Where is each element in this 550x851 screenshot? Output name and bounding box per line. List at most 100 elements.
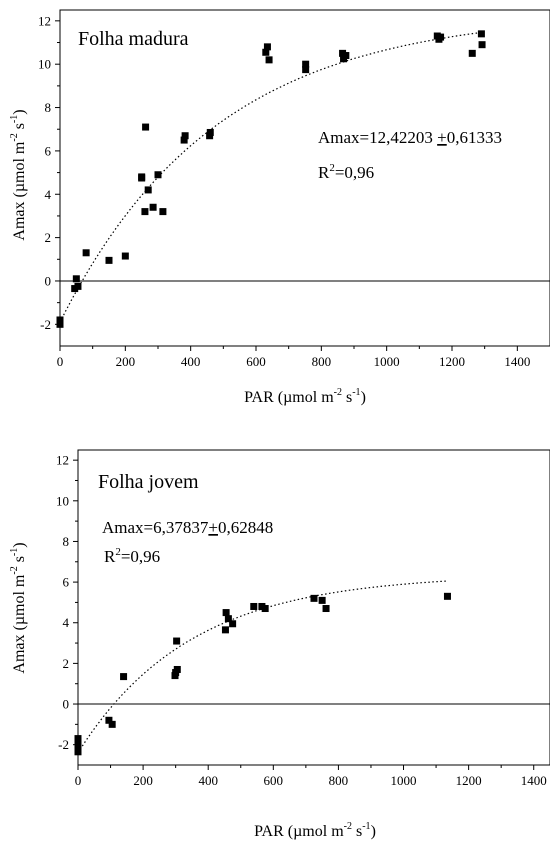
data-point bbox=[74, 748, 82, 756]
data-points bbox=[56, 30, 486, 328]
data-point bbox=[154, 171, 162, 179]
plot-frame bbox=[59, 9, 550, 347]
y-axis-title-base: Amax (µmol m bbox=[11, 574, 28, 674]
r-squared-value: =0,96 bbox=[121, 547, 160, 566]
data-point bbox=[443, 592, 451, 600]
y-axis-title-exp1: -2 bbox=[9, 133, 20, 141]
y-tick-label: 6 bbox=[63, 575, 70, 590]
data-point bbox=[108, 720, 116, 728]
data-point bbox=[105, 716, 113, 724]
y-tick-label: 12 bbox=[56, 453, 69, 468]
plus-minus-sign: + bbox=[437, 128, 447, 147]
data-point bbox=[74, 735, 82, 743]
fit-equation-main: Amax=12,42203 bbox=[318, 128, 437, 147]
x-axis-title-base: PAR (µmol m bbox=[254, 823, 344, 840]
data-point bbox=[302, 60, 310, 68]
data-point bbox=[318, 596, 326, 604]
plot-frame bbox=[77, 449, 550, 766]
x-tick-label: 1000 bbox=[391, 773, 417, 788]
data-point bbox=[310, 594, 318, 602]
data-point bbox=[173, 637, 181, 645]
r-squared-exponent: 2 bbox=[115, 546, 121, 558]
data-point bbox=[437, 33, 445, 41]
data-point bbox=[138, 173, 146, 181]
x-tick-label: 800 bbox=[312, 354, 332, 369]
data-point bbox=[82, 249, 90, 257]
data-point bbox=[221, 626, 229, 634]
x-axis-title-exp2: -1 bbox=[352, 387, 360, 398]
x-tick-label: 1200 bbox=[439, 354, 465, 369]
fit-equation-error: 0,61333 bbox=[447, 128, 502, 147]
y-tick-label: 4 bbox=[63, 615, 70, 630]
fit-equation-main: Amax=6,37837 bbox=[102, 518, 209, 537]
x-tick-label: 800 bbox=[329, 773, 349, 788]
y-axis-title-base: Amax (µmol m bbox=[11, 141, 28, 241]
y-axis-title-end: ) bbox=[11, 109, 28, 114]
plus-minus-sign: + bbox=[208, 518, 218, 537]
axis-ticks: 0 200 400 600 800 1000 1200 1400 -2 0 2 4 6 8 10 12 bbox=[38, 13, 530, 369]
x-axis-title-exp2: -1 bbox=[362, 821, 370, 832]
fit-curve bbox=[77, 580, 446, 754]
x-tick-label: 1000 bbox=[374, 354, 400, 369]
data-point bbox=[262, 48, 270, 56]
y-tick-label: 10 bbox=[56, 493, 69, 508]
r-squared: R2=0,96 bbox=[104, 546, 160, 566]
x-tick-label: 200 bbox=[133, 773, 153, 788]
x-tick-label: 600 bbox=[264, 773, 284, 788]
x-axis-title-end: ) bbox=[371, 823, 376, 840]
data-point bbox=[72, 275, 80, 283]
y-axis-title: Amax (µmol m-2 s-1) bbox=[9, 542, 28, 673]
x-axis-title-base: PAR (µmol m bbox=[244, 389, 334, 406]
y-tick-label: 2 bbox=[63, 656, 70, 671]
data-point bbox=[74, 739, 82, 747]
x-tick-label: 0 bbox=[57, 354, 64, 369]
fit-equation: Amax=12,42203 +0,61333 bbox=[318, 128, 502, 147]
panel-title: Folha madura bbox=[78, 28, 189, 50]
data-point bbox=[224, 615, 232, 623]
x-tick-label: 0 bbox=[75, 773, 82, 788]
y-tick-label: 4 bbox=[45, 187, 52, 202]
data-point bbox=[159, 208, 167, 216]
chart-folha-jovem: 0 200 400 600 800 1000 1200 1400 -2 0 2 4 6 8 10 12 Fol… bbox=[9, 449, 550, 840]
data-point bbox=[181, 132, 189, 140]
y-axis-title-exp2: -1 bbox=[9, 548, 20, 556]
axis-ticks: 0 200 400 600 800 1000 1200 1400 -2 0 2 4 6 8 10 12 bbox=[56, 453, 547, 788]
data-point bbox=[56, 320, 64, 328]
data-point bbox=[142, 123, 150, 131]
data-point bbox=[56, 316, 64, 324]
y-axis-title-mid: s bbox=[11, 556, 28, 566]
x-tick-label: 1200 bbox=[456, 773, 482, 788]
data-point bbox=[478, 41, 486, 49]
y-axis-title-exp2: -1 bbox=[9, 115, 20, 123]
x-axis-title-mid: s bbox=[352, 823, 362, 840]
x-tick-label: 600 bbox=[246, 354, 266, 369]
y-tick-label: 2 bbox=[45, 230, 52, 245]
data-point bbox=[74, 744, 82, 752]
x-tick-label: 1400 bbox=[521, 773, 547, 788]
y-tick-label: 6 bbox=[45, 143, 52, 158]
fit-curve bbox=[59, 31, 482, 323]
r-squared-value: =0,96 bbox=[335, 163, 374, 182]
data-point bbox=[121, 252, 129, 260]
y-axis-title-end: ) bbox=[11, 542, 28, 547]
y-tick-label: -2 bbox=[40, 317, 51, 332]
panel-title: Folha jovem bbox=[98, 471, 199, 493]
y-axis-title-mid: s bbox=[11, 123, 28, 133]
r-squared-exponent: 2 bbox=[329, 162, 335, 174]
x-tick-label: 400 bbox=[181, 354, 201, 369]
data-points bbox=[74, 592, 451, 756]
y-tick-label: 8 bbox=[45, 100, 52, 115]
r-squared-letter: R bbox=[318, 163, 330, 182]
r-squared-letter: R bbox=[104, 547, 116, 566]
y-axis-title-exp1: -2 bbox=[9, 566, 20, 574]
data-point bbox=[222, 609, 230, 617]
data-point bbox=[229, 620, 237, 628]
data-point bbox=[265, 56, 273, 64]
data-point bbox=[105, 256, 113, 264]
x-tick-label: 200 bbox=[116, 354, 136, 369]
data-point bbox=[180, 136, 188, 144]
y-tick-label: 0 bbox=[63, 697, 70, 712]
data-point bbox=[302, 66, 310, 74]
chart-folha-madura: 0 200 400 600 800 1000 1200 1400 -2 0 2 4 6 8 10 12 Fol… bbox=[9, 9, 550, 406]
